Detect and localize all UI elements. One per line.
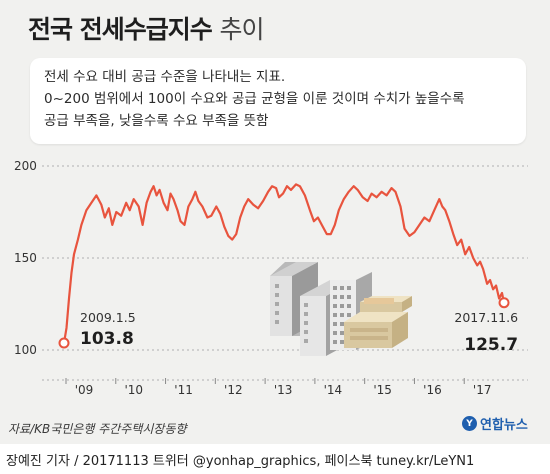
money-stack-icon — [344, 296, 412, 348]
series-line — [62, 183, 506, 344]
x-tick-label-6: '15 — [373, 383, 392, 397]
x-tick-label-1: '10 — [124, 383, 143, 397]
window — [340, 295, 344, 299]
description-box: 전세 수요 대비 공급 수준을 나타내는 지표. 0~200 범위에서 100이… — [30, 58, 526, 144]
endpoint-marker-0 — [58, 337, 70, 349]
title-light: 추이 — [219, 15, 264, 44]
window — [340, 331, 344, 335]
chart-title: 전국 전세수급지수 추이 — [28, 10, 264, 46]
endpoint-marker-1 — [498, 297, 510, 309]
title-bold: 전국 전세수급지수 — [28, 15, 213, 44]
window — [333, 313, 337, 317]
y-tick-label-1: 150 — [14, 251, 37, 265]
window — [347, 313, 351, 317]
window — [275, 320, 279, 324]
window — [275, 293, 279, 297]
window — [304, 339, 308, 343]
window — [275, 311, 279, 315]
window — [340, 286, 344, 290]
window — [304, 312, 308, 316]
window — [333, 286, 337, 290]
window — [304, 321, 308, 325]
apartment-buildings-illustration — [270, 262, 412, 356]
annotation-date-0: 2009.1.5 — [80, 310, 136, 325]
yonhap-logo-icon: Y — [462, 416, 477, 431]
x-tick-label-4: '13 — [274, 383, 293, 397]
window — [347, 304, 351, 308]
window — [340, 313, 344, 317]
x-tick-label-3: '12 — [224, 383, 243, 397]
window — [275, 302, 279, 306]
window — [333, 322, 337, 326]
window — [333, 304, 337, 308]
description-line-2: 0~200 범위에서 100이 수요와 공급 균형을 이룬 것이며 수치가 높을… — [44, 91, 465, 107]
y-tick-label-0: 100 — [14, 343, 37, 357]
window — [304, 330, 308, 334]
window — [333, 295, 337, 299]
y-tick-label-2: 200 — [14, 159, 37, 173]
window — [275, 284, 279, 288]
yonhap-logo-text: 연합뉴스 — [480, 418, 528, 433]
building-front — [270, 276, 292, 336]
x-tick-label-2: '11 — [174, 383, 193, 397]
window — [340, 304, 344, 308]
x-tick-label-0: '09 — [75, 383, 94, 397]
x-tick-label-5: '14 — [324, 383, 343, 397]
annotation-value-0: 103.8 — [80, 329, 134, 349]
window — [333, 340, 337, 344]
building-top — [270, 262, 318, 276]
source-note: 자료/KB국민은행 주간주택시장동향 — [8, 422, 187, 436]
credit-text: 장예진 기자 / 20171113 트위터 @yonhap_graphics, … — [6, 454, 475, 469]
window — [340, 322, 344, 326]
annotation-value-1: 125.7 — [464, 335, 518, 355]
description-line-3: 공급 부족을, 낮을수록 수요 부족을 뜻함 — [44, 113, 269, 129]
x-tick-label-7: '16 — [423, 383, 442, 397]
description-line-1: 전세 수요 대비 공급 수준을 나타내는 지표. — [44, 69, 286, 85]
window — [340, 340, 344, 344]
yonhap-logo: Y 연합뉴스 — [462, 414, 528, 433]
window — [347, 295, 351, 299]
window — [347, 286, 351, 290]
window — [333, 331, 337, 335]
building2-front — [300, 296, 326, 356]
x-tick-label-8: '17 — [473, 383, 492, 397]
window — [304, 303, 308, 307]
credit-footer: 장예진 기자 / 20171113 트위터 @yonhap_graphics, … — [0, 444, 550, 474]
annotation-date-1: 2017.11.6 — [454, 310, 518, 325]
